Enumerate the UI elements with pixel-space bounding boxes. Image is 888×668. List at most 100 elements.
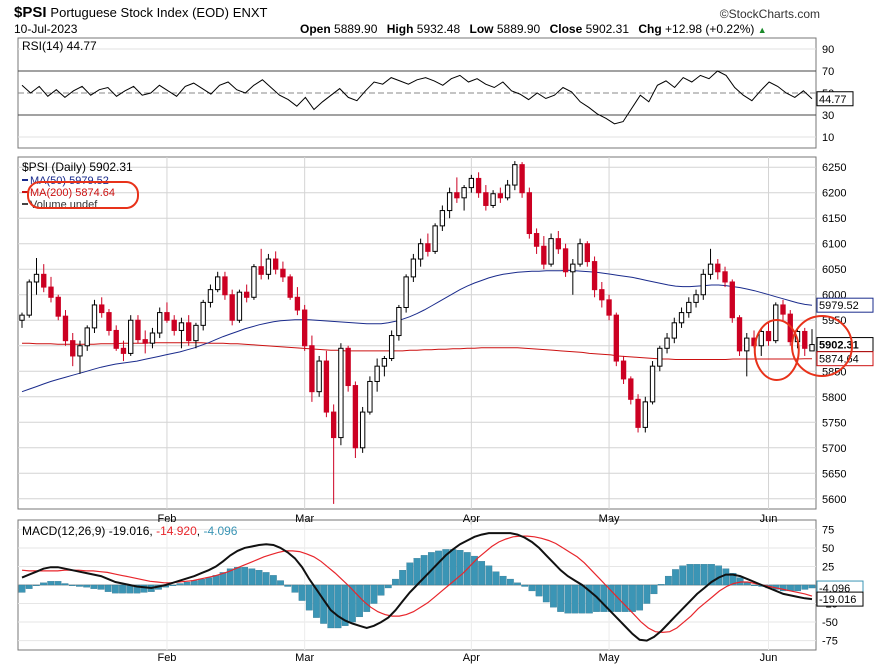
candle-body <box>570 263 576 273</box>
up-arrow-icon: ▲ <box>757 25 767 35</box>
candle-body <box>780 304 786 315</box>
macd-histogram-bar <box>571 584 579 614</box>
candle-body <box>483 192 489 206</box>
candle-body <box>236 291 243 321</box>
candle-body <box>142 339 148 344</box>
candle-body <box>555 238 562 250</box>
macd-histogram-bar <box>657 584 665 586</box>
price-tick-label: 5750 <box>822 417 846 429</box>
candle-body <box>70 340 76 357</box>
macd-histogram-bar <box>557 584 565 612</box>
macd-histogram-bar <box>442 549 450 586</box>
macd-histogram-bar <box>686 564 694 586</box>
macd-histogram-bar <box>636 584 644 611</box>
price-tick-label: 6150 <box>822 213 846 225</box>
price-tag-label: 5902.31 <box>819 340 859 352</box>
macd-histogram-bar <box>97 584 105 590</box>
candle-body <box>802 330 808 349</box>
price-tick-label: 5600 <box>822 494 846 506</box>
macd-histogram-bar <box>427 552 435 586</box>
rsi-tick-label: 30 <box>822 110 834 122</box>
legend-entry: MA(200) 5874.64 <box>30 187 115 199</box>
macd-line <box>21 532 813 642</box>
candle-body <box>359 411 366 449</box>
macd-tick-label: 50 <box>822 543 834 555</box>
rsi-value-tag <box>816 91 854 107</box>
candle-body <box>41 273 47 288</box>
candle-body <box>504 184 511 199</box>
candle-body <box>613 314 619 362</box>
macd-histogram-bar <box>205 577 213 586</box>
close-label: Close <box>549 22 583 36</box>
macd-histogram-bar <box>18 584 26 593</box>
macd-histogram-bar <box>277 580 284 586</box>
candle-body <box>113 329 119 349</box>
candle-body <box>519 164 525 194</box>
candle-body <box>765 330 772 342</box>
macd-histogram-bar <box>499 575 507 586</box>
price-tick-label: 5950 <box>822 315 846 327</box>
candle-body <box>164 312 170 321</box>
macd-histogram-bar <box>183 581 191 586</box>
candle-body <box>381 358 388 367</box>
price-tick-label: 6050 <box>822 264 846 276</box>
candle-body <box>374 365 380 382</box>
candle-body <box>722 271 728 283</box>
macd-tick-label: -50 <box>822 617 838 629</box>
candle-body <box>251 266 257 298</box>
candle-body <box>120 347 127 354</box>
macd-month-label: Mar <box>295 652 314 664</box>
macd-histogram-bar <box>492 571 500 586</box>
candle-body <box>635 398 641 428</box>
price-tick-label: 6200 <box>822 188 846 200</box>
price-tick-label: 6250 <box>822 162 846 174</box>
candle-body <box>541 245 547 265</box>
candle-body <box>700 273 706 296</box>
chg-value: +12.98 (+0.22%) <box>665 22 755 36</box>
macd-histogram-bar <box>169 584 177 586</box>
symbol-label: $PSI <box>14 4 47 21</box>
macd-histogram-bar <box>305 584 313 611</box>
macd-histogram-bar <box>506 578 514 586</box>
candle-body <box>577 243 583 265</box>
annotation-circle <box>753 319 800 381</box>
low-value: 5889.90 <box>496 22 541 36</box>
macd-histogram-bar <box>629 584 636 612</box>
candle-body <box>468 177 475 189</box>
candle-body <box>19 314 25 321</box>
macd-tick-label: -75 <box>822 636 838 648</box>
macd-histogram-bar <box>83 584 91 588</box>
macd-tick-label: 25 <box>822 561 834 573</box>
macd-histogram-bar <box>104 584 112 592</box>
macd-histogram-bar <box>542 584 550 603</box>
macd-histogram-bar <box>406 562 414 586</box>
macd-histogram-bar <box>722 568 730 586</box>
macd-histogram-bar <box>384 584 392 589</box>
macd-histogram-bar <box>377 584 385 596</box>
macd-histogram-bar <box>564 584 572 614</box>
macd-histogram-bar <box>751 584 758 586</box>
open-value: 5889.90 <box>334 22 378 36</box>
candle-body <box>207 289 214 303</box>
candle-body <box>628 378 634 400</box>
macd-histogram-bar <box>40 582 47 586</box>
candle-body <box>84 327 90 347</box>
candle-body <box>178 322 185 331</box>
high-label: High <box>386 22 414 36</box>
macd-histogram-bar <box>729 572 737 586</box>
candle-body <box>99 304 105 314</box>
macd-histogram-bar <box>226 568 234 586</box>
candle-body <box>345 347 351 387</box>
close-value: 5902.31 <box>585 22 629 36</box>
candle-body <box>186 322 192 342</box>
macd-histogram-bar <box>348 584 356 623</box>
macd-histogram-bar <box>399 570 407 586</box>
macd-histogram-bar <box>643 584 651 604</box>
macd-histogram-bar <box>334 584 342 629</box>
month-label: Feb <box>157 513 176 525</box>
candle-body <box>417 243 424 260</box>
macd-histogram-bar <box>521 584 529 587</box>
macd-histogram-bar <box>363 584 371 612</box>
signal-line <box>21 535 813 634</box>
